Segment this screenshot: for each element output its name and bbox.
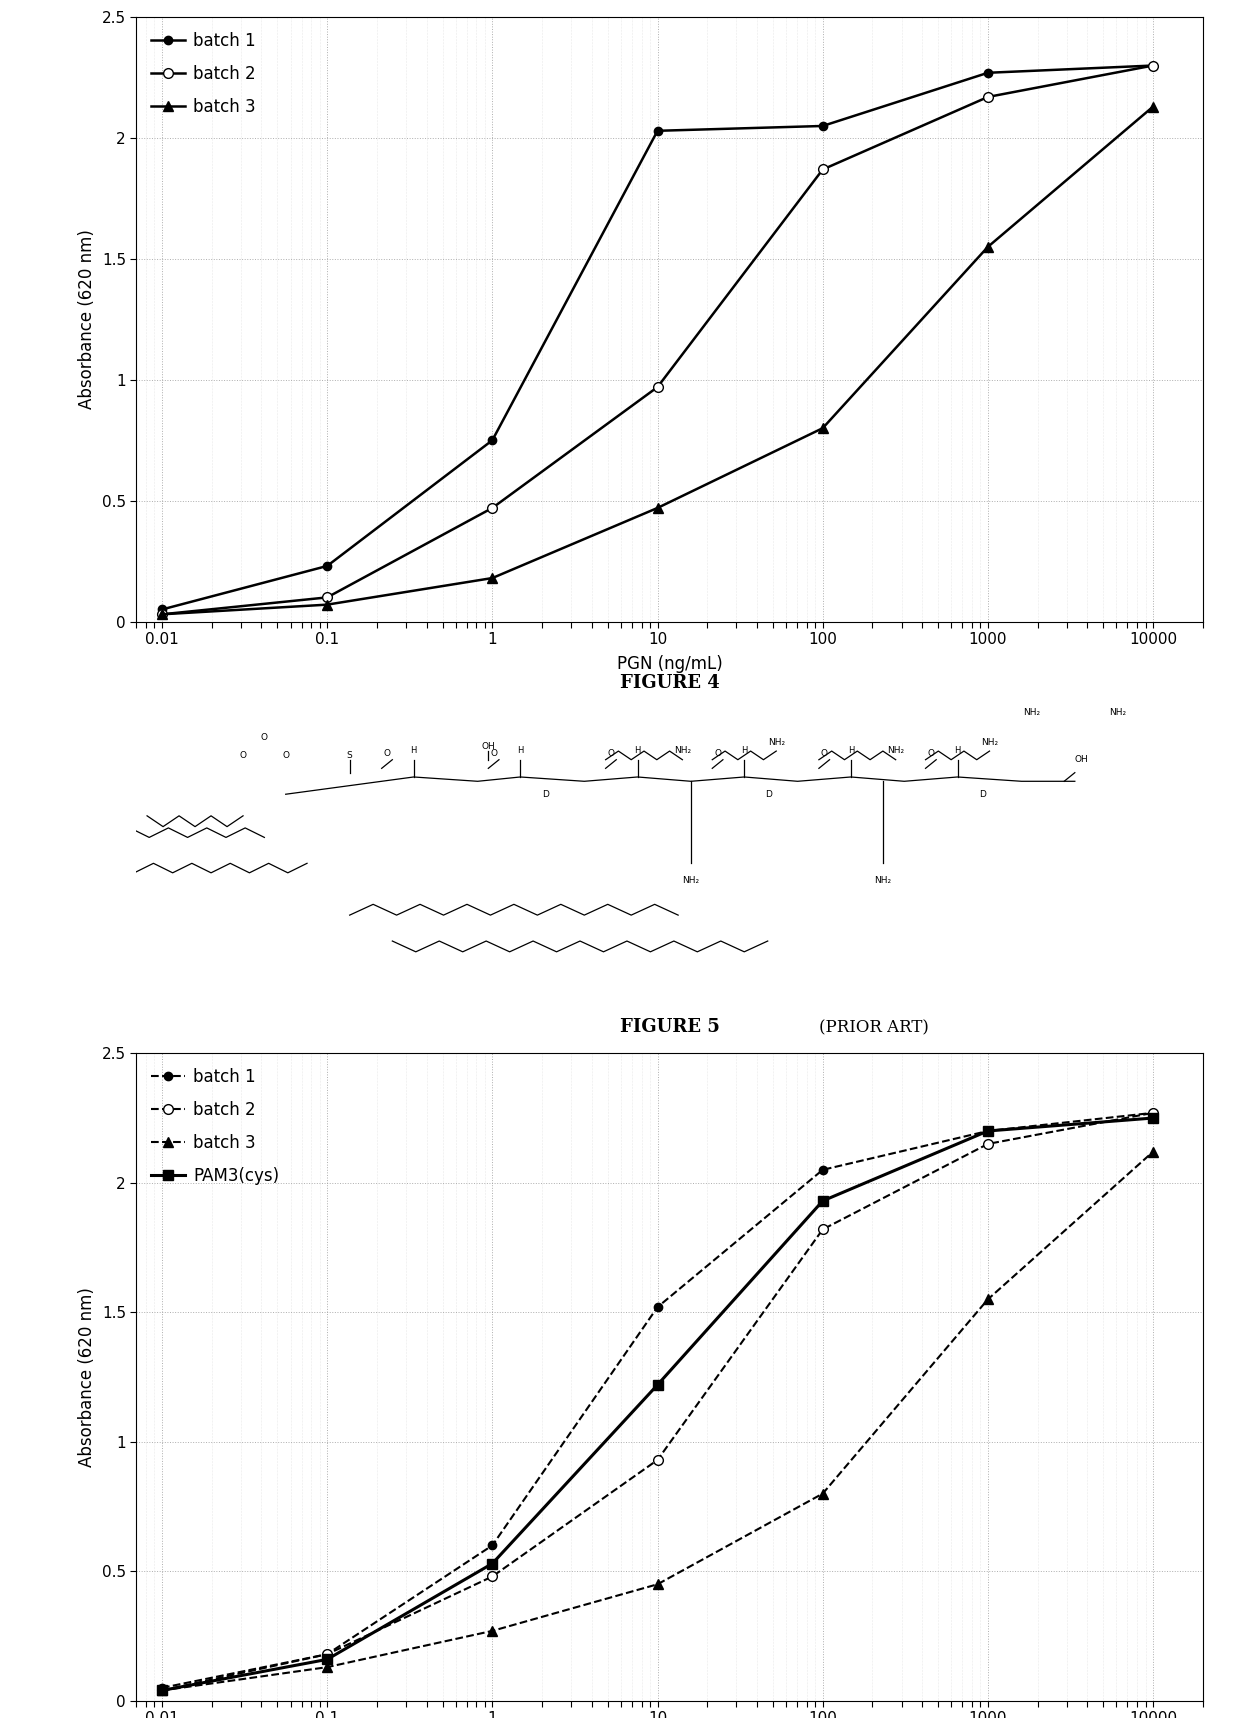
batch 3 bbox=[815, 1483, 830, 1503]
batch 3 bbox=[1146, 96, 1161, 117]
Text: D: D bbox=[542, 790, 548, 799]
PAM3(cys) bbox=[485, 1553, 500, 1574]
batch 1 bbox=[1146, 55, 1161, 76]
Text: O: O bbox=[821, 749, 828, 758]
X-axis label: PGN (ng/mL): PGN (ng/mL) bbox=[616, 655, 723, 673]
Legend: batch 1, batch 2, batch 3: batch 1, batch 2, batch 3 bbox=[145, 26, 263, 124]
batch 2 bbox=[815, 1220, 830, 1240]
batch 2 bbox=[650, 376, 665, 397]
batch 3 bbox=[650, 1574, 665, 1594]
Text: NH₂: NH₂ bbox=[768, 737, 785, 747]
Text: S: S bbox=[347, 751, 352, 759]
batch 3 bbox=[815, 417, 830, 438]
batch 1 bbox=[1146, 1103, 1161, 1124]
Line: batch 1: batch 1 bbox=[157, 1108, 1157, 1692]
Text: D: D bbox=[978, 790, 986, 799]
Line: batch 3: batch 3 bbox=[157, 101, 1158, 618]
Legend: batch 1, batch 2, batch 3, PAM3(cys): batch 1, batch 2, batch 3, PAM3(cys) bbox=[145, 1062, 286, 1192]
batch 3 bbox=[155, 605, 170, 625]
PAM3(cys) bbox=[981, 1120, 996, 1141]
Y-axis label: Absorbance (620 nm): Absorbance (620 nm) bbox=[78, 1287, 97, 1467]
Text: O: O bbox=[608, 749, 615, 758]
Text: H: H bbox=[848, 746, 854, 756]
batch 1 bbox=[320, 1644, 335, 1665]
Line: batch 1: batch 1 bbox=[157, 62, 1157, 613]
Line: batch 2: batch 2 bbox=[157, 60, 1158, 618]
Text: NH₂: NH₂ bbox=[1023, 708, 1040, 716]
Text: FIGURE 4: FIGURE 4 bbox=[620, 675, 719, 692]
PAM3(cys) bbox=[650, 1374, 665, 1395]
Text: H: H bbox=[410, 746, 417, 756]
Text: O: O bbox=[260, 734, 268, 742]
batch 1 bbox=[815, 115, 830, 136]
Text: NH₂: NH₂ bbox=[1109, 708, 1126, 716]
Text: O: O bbox=[490, 749, 497, 758]
batch 2 bbox=[650, 1450, 665, 1471]
Text: O: O bbox=[928, 749, 935, 758]
batch 2 bbox=[815, 160, 830, 180]
Text: NH₂: NH₂ bbox=[887, 746, 904, 756]
PAM3(cys) bbox=[1146, 1108, 1161, 1129]
Line: batch 2: batch 2 bbox=[157, 1108, 1158, 1696]
Text: H: H bbox=[955, 746, 961, 756]
batch 1 bbox=[981, 1120, 996, 1141]
Text: OH: OH bbox=[1075, 756, 1089, 765]
Text: NH₂: NH₂ bbox=[682, 876, 699, 885]
batch 2 bbox=[155, 605, 170, 625]
Text: OH: OH bbox=[481, 742, 495, 751]
batch 3 bbox=[155, 1680, 170, 1701]
batch 1 bbox=[485, 1536, 500, 1557]
Text: H: H bbox=[635, 746, 641, 756]
batch 1 bbox=[485, 430, 500, 450]
batch 2 bbox=[1146, 1103, 1161, 1124]
batch 1 bbox=[155, 1677, 170, 1697]
batch 2 bbox=[485, 1567, 500, 1587]
Text: D: D bbox=[765, 790, 773, 799]
batch 2 bbox=[1146, 55, 1161, 76]
Line: batch 3: batch 3 bbox=[157, 1148, 1158, 1696]
Text: H: H bbox=[742, 746, 748, 756]
batch 1 bbox=[320, 555, 335, 576]
batch 1 bbox=[650, 1297, 665, 1318]
batch 3 bbox=[981, 237, 996, 258]
Text: O: O bbox=[383, 749, 391, 758]
batch 2 bbox=[981, 1134, 996, 1154]
Text: FIGURE 5: FIGURE 5 bbox=[620, 1019, 719, 1036]
Text: O: O bbox=[239, 751, 247, 759]
Text: O: O bbox=[283, 751, 289, 759]
Text: (PRIOR ART): (PRIOR ART) bbox=[818, 1019, 929, 1036]
batch 3 bbox=[650, 498, 665, 519]
batch 3 bbox=[981, 1288, 996, 1309]
batch 3 bbox=[1146, 1141, 1161, 1161]
Text: NH₂: NH₂ bbox=[981, 737, 998, 747]
batch 1 bbox=[815, 1160, 830, 1180]
batch 1 bbox=[650, 120, 665, 141]
PAM3(cys) bbox=[815, 1191, 830, 1211]
Text: H: H bbox=[517, 746, 523, 756]
Text: NH₂: NH₂ bbox=[673, 746, 691, 756]
batch 2 bbox=[320, 588, 335, 608]
Text: NH₂: NH₂ bbox=[874, 876, 892, 885]
batch 1 bbox=[981, 62, 996, 82]
batch 3 bbox=[320, 594, 335, 615]
batch 3 bbox=[320, 1656, 335, 1677]
Y-axis label: Absorbance (620 nm): Absorbance (620 nm) bbox=[78, 230, 97, 409]
batch 1 bbox=[155, 600, 170, 620]
batch 2 bbox=[485, 498, 500, 519]
batch 2 bbox=[981, 86, 996, 107]
PAM3(cys) bbox=[320, 1649, 335, 1670]
batch 2 bbox=[155, 1680, 170, 1701]
PAM3(cys) bbox=[155, 1680, 170, 1701]
batch 3 bbox=[485, 1620, 500, 1641]
batch 2 bbox=[320, 1644, 335, 1665]
Text: O: O bbox=[714, 749, 722, 758]
Line: PAM3(cys): PAM3(cys) bbox=[157, 1113, 1158, 1696]
batch 3 bbox=[485, 567, 500, 588]
